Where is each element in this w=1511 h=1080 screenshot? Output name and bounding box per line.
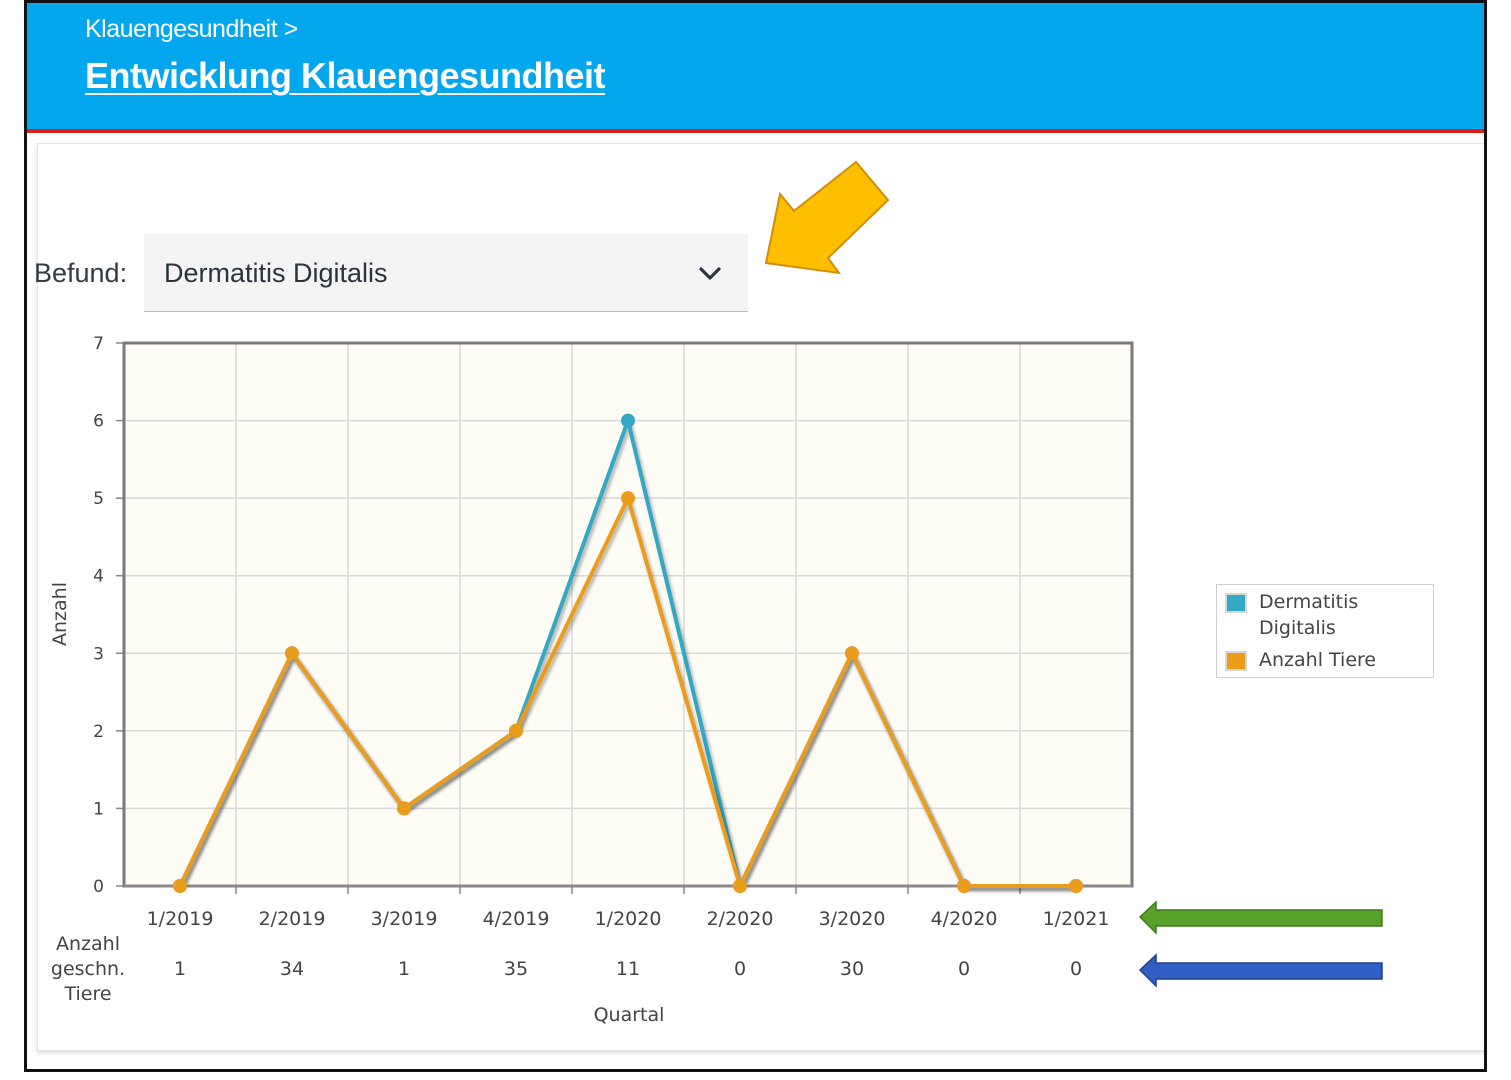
breadcrumb[interactable]: Klauengesundheit > <box>85 15 298 43</box>
x-tick-label: 4/2020 <box>931 908 998 930</box>
y-tick-label: 1 <box>93 799 104 819</box>
data-point-2 <box>285 646 299 661</box>
chevron-down-icon <box>699 267 721 280</box>
legend-swatch <box>1225 593 1247 613</box>
data-point-2 <box>1069 879 1083 893</box>
legend-swatch <box>1225 651 1247 671</box>
row-value: 1 <box>174 958 186 980</box>
legend-item[interactable]: Anzahl Tiere <box>1225 647 1409 673</box>
chart-legend: Dermatitis Digitalis Anzahl Tiere <box>1216 584 1434 678</box>
legend-label: Anzahl Tiere <box>1259 649 1377 671</box>
row-value: 0 <box>1070 958 1082 980</box>
befund-select-value: Dermatitis Digitalis <box>164 258 388 288</box>
y-tick-label: 7 <box>93 334 104 354</box>
yellow-arrow-icon <box>764 160 890 275</box>
x-tick-label: 2/2020 <box>707 908 774 930</box>
blue-arrow-icon <box>1138 953 1383 988</box>
x-tick-label: 1/2019 <box>147 908 214 930</box>
x-axis-title: Quartal <box>594 1004 665 1026</box>
befund-select[interactable]: Dermatitis Digitalis <box>144 234 748 312</box>
row-value: 0 <box>958 958 970 980</box>
green-arrow-icon <box>1138 900 1383 935</box>
y-tick-label: 5 <box>93 489 104 509</box>
data-point-2 <box>733 879 747 893</box>
y-tick-label: 4 <box>93 567 104 587</box>
data-point-2 <box>845 646 859 661</box>
legend-item[interactable]: Dermatitis Digitalis <box>1225 589 1409 641</box>
row-label: Tiere <box>63 983 111 1005</box>
x-tick-label: 3/2020 <box>819 908 886 930</box>
data-point-2 <box>173 879 187 893</box>
y-tick-label: 0 <box>93 877 104 897</box>
x-tick-label: 2/2019 <box>259 908 326 930</box>
data-point-2 <box>509 723 523 738</box>
row-value: 0 <box>734 958 746 980</box>
data-point-2 <box>957 879 971 893</box>
legend-label: Dermatitis Digitalis <box>1259 591 1359 639</box>
row-label: Anzahl <box>56 933 120 955</box>
x-tick-label: 4/2019 <box>483 908 550 930</box>
x-tick-label: 3/2019 <box>371 908 438 930</box>
befund-label: Befund: <box>34 258 128 288</box>
row-value: 34 <box>280 958 304 980</box>
row-value: 30 <box>840 958 864 980</box>
data-point-1 <box>621 413 635 428</box>
data-point-2 <box>397 801 411 816</box>
data-point-2 <box>621 491 635 506</box>
x-tick-label: 1/2021 <box>1043 908 1110 930</box>
page-header: Klauengesundheit > Entwicklung Klauenges… <box>27 3 1484 133</box>
plot-area <box>124 343 1132 886</box>
page-title[interactable]: Entwicklung Klauengesundheit <box>85 55 606 96</box>
y-axis-title: Anzahl <box>49 582 71 646</box>
row-value: 11 <box>616 958 640 980</box>
y-tick-label: 6 <box>93 412 104 432</box>
y-tick-label: 3 <box>93 644 104 664</box>
row-label: geschn. <box>51 958 125 980</box>
row-value: 1 <box>398 958 410 980</box>
y-tick-label: 2 <box>93 722 104 742</box>
x-tick-label: 1/2020 <box>595 908 662 930</box>
row-value: 35 <box>504 958 528 980</box>
